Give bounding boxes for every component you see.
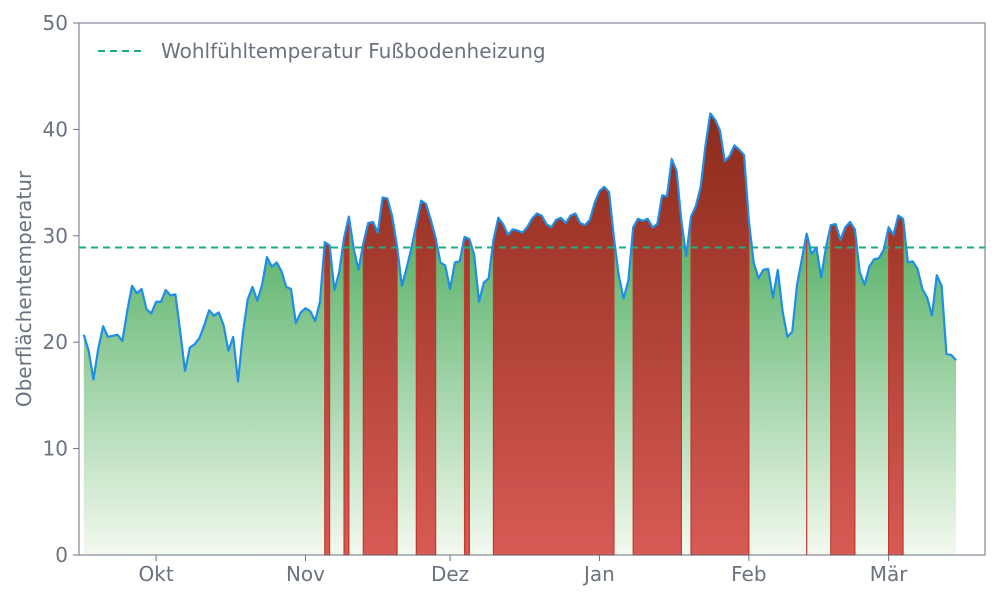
x-tick-label: Mär: [870, 562, 909, 586]
plot-frame: [78, 22, 986, 556]
above-threshold-region: [362, 196, 398, 556]
above-threshold-region: [343, 216, 350, 556]
legend: Wohlfühltemperatur Fußbodenheizung: [98, 39, 546, 63]
above-threshold-regions: [324, 111, 904, 556]
y-tick-label: 50: [43, 11, 68, 35]
y-tick-label: 30: [43, 224, 68, 248]
x-tick-label: Jan: [582, 562, 615, 586]
above-threshold-region: [463, 235, 470, 556]
above-threshold-region: [830, 220, 856, 556]
temperature-series-line: [82, 112, 957, 383]
above-threshold-region: [415, 199, 437, 556]
y-tick-label: 40: [43, 117, 68, 141]
above-threshold-region: [324, 241, 331, 556]
y-tick-label: 20: [43, 330, 68, 354]
x-axis: Okt Nov Dez Jan Feb Mär: [139, 555, 909, 586]
y-tick-label: 10: [43, 437, 68, 461]
above-threshold-region: [492, 186, 615, 556]
plot-areas: [83, 111, 957, 556]
y-axis: 0 10 20 30 40 50: [43, 11, 79, 567]
y-tick-label: 0: [55, 543, 68, 567]
above-threshold-region: [690, 111, 750, 556]
legend-threshold-label: Wohlfühltemperatur Fußbodenheizung: [161, 39, 546, 63]
x-tick-label: Okt: [139, 562, 174, 586]
x-tick-label: Nov: [286, 562, 325, 586]
y-axis-title: Oberflächentemperatur: [12, 170, 36, 407]
above-threshold-region: [888, 214, 904, 556]
x-tick-label: Dez: [431, 562, 469, 586]
x-tick-label: Feb: [731, 562, 766, 586]
